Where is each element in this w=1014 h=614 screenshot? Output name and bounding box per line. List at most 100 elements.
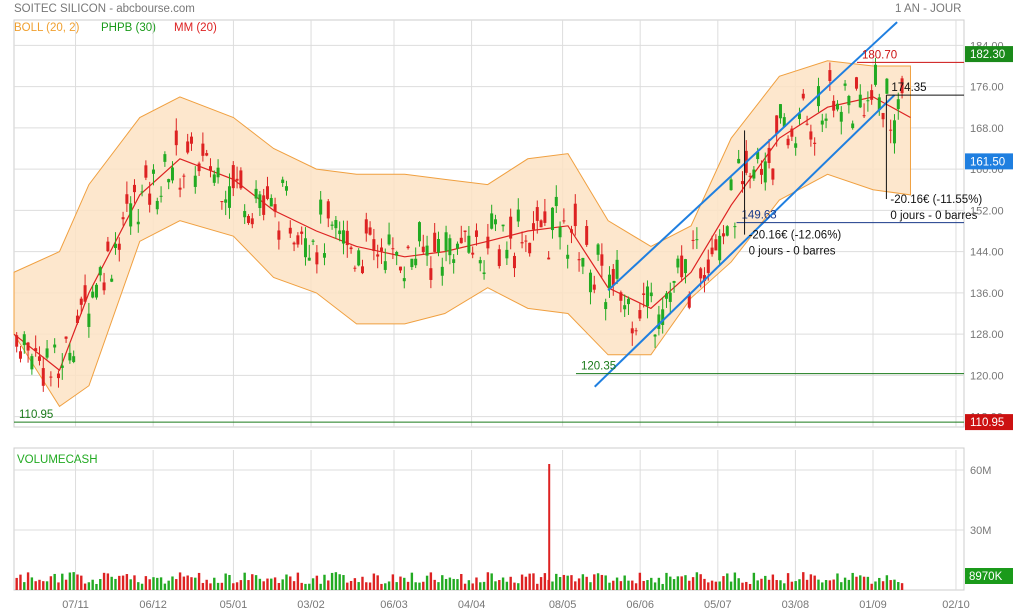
candle-body <box>235 178 239 181</box>
horizontal-line-label: 120.35 <box>581 361 616 373</box>
candle-body <box>794 143 798 148</box>
volume-bar <box>619 581 623 590</box>
volume-bar <box>900 583 904 590</box>
candle-body <box>687 294 691 308</box>
candle-body <box>805 123 809 125</box>
x-tick-label: 03/08 <box>782 599 810 611</box>
volume-bar <box>19 574 22 590</box>
candle-body <box>41 368 45 386</box>
volume-bar <box>441 575 444 590</box>
volume-bar <box>684 575 687 590</box>
volume-bar <box>129 579 132 590</box>
volume-bar <box>254 575 258 590</box>
volume-bar <box>707 582 710 590</box>
volume-bar <box>330 572 334 590</box>
candle-body <box>224 199 228 203</box>
volume-bar <box>273 577 277 590</box>
volume-bar <box>870 583 873 590</box>
candle-body <box>615 259 619 279</box>
volume-bar <box>767 579 771 590</box>
candle-body <box>163 154 167 162</box>
candle-body <box>702 275 706 282</box>
candle-body <box>471 252 475 255</box>
volume-bar <box>566 575 569 590</box>
candle-body <box>379 247 383 252</box>
candle-body <box>368 227 372 235</box>
candle-body <box>239 170 243 189</box>
candle-body <box>501 224 505 227</box>
candle-body <box>159 195 163 197</box>
candle-body <box>797 113 801 119</box>
volume-bar <box>824 580 828 590</box>
volume-bar <box>688 580 691 590</box>
candle-body <box>326 201 330 219</box>
volume-bar <box>30 577 34 590</box>
volume-bar <box>794 581 797 590</box>
candle-body <box>186 141 190 153</box>
volume-bar <box>327 580 330 590</box>
volume-bar <box>631 580 634 590</box>
volume-bar <box>182 576 186 590</box>
candle-body <box>22 334 26 346</box>
candle-body <box>315 252 319 265</box>
volume-bar <box>349 580 353 590</box>
price-badge-label: 110.95 <box>970 417 1004 429</box>
candle-body <box>645 286 649 307</box>
candle-body <box>110 278 114 282</box>
candle-body <box>37 356 41 361</box>
volume-bar <box>479 582 482 590</box>
volume-bar <box>121 575 125 590</box>
volume-bar <box>589 582 592 590</box>
candle-body <box>832 100 836 111</box>
volume-bar <box>695 572 699 590</box>
candle-body <box>201 143 205 156</box>
candle-body <box>634 330 638 332</box>
candle-body <box>699 268 703 279</box>
volume-bar <box>691 577 695 590</box>
legend-boll[interactable]: BOLL (20, 2) <box>14 22 80 34</box>
volume-bar <box>87 582 91 590</box>
volume-bar <box>57 582 60 590</box>
volume-bar <box>429 572 433 590</box>
volume-bar <box>756 580 759 590</box>
candle-body <box>539 220 543 228</box>
volume-bar <box>642 581 645 590</box>
volume-bar <box>486 572 490 590</box>
volume-bar <box>391 574 395 590</box>
volume-tick-label: 30M <box>970 525 991 537</box>
candle-body <box>353 267 357 269</box>
candle-body <box>653 334 657 337</box>
candle-body <box>642 293 646 295</box>
volume-bar <box>471 583 474 590</box>
x-tick-label: 02/10 <box>942 599 970 611</box>
candle-body <box>459 237 463 244</box>
candle-body <box>391 248 395 250</box>
candle-body <box>725 226 729 236</box>
candle-body <box>528 242 532 254</box>
horizontal-line-label: 174.35 <box>891 82 926 94</box>
x-tick-label: 06/12 <box>139 599 167 611</box>
candle-body <box>790 128 794 137</box>
candle-body <box>246 215 250 223</box>
candle-body <box>376 254 380 257</box>
candle-body <box>706 259 710 274</box>
volume-bar <box>346 582 349 590</box>
x-tick-label: 05/01 <box>220 599 248 611</box>
candle-body <box>691 239 695 241</box>
candle-body <box>254 188 258 199</box>
candle-body <box>524 240 528 242</box>
period-label[interactable]: 1 AN - JOUR <box>895 3 962 15</box>
volume-bar <box>384 583 387 590</box>
volume-bar <box>247 580 250 590</box>
candle-body <box>752 169 756 179</box>
candle-body <box>75 315 79 323</box>
legend-phpb[interactable]: PHPB (30) <box>101 22 156 34</box>
candle-body <box>505 249 509 259</box>
candle-body <box>125 194 129 204</box>
volume-bar <box>653 582 657 590</box>
volume-bar <box>456 579 459 590</box>
legend-mm[interactable]: MM (20) <box>174 22 217 34</box>
candle-body <box>49 376 53 378</box>
volume-bar <box>361 576 364 590</box>
